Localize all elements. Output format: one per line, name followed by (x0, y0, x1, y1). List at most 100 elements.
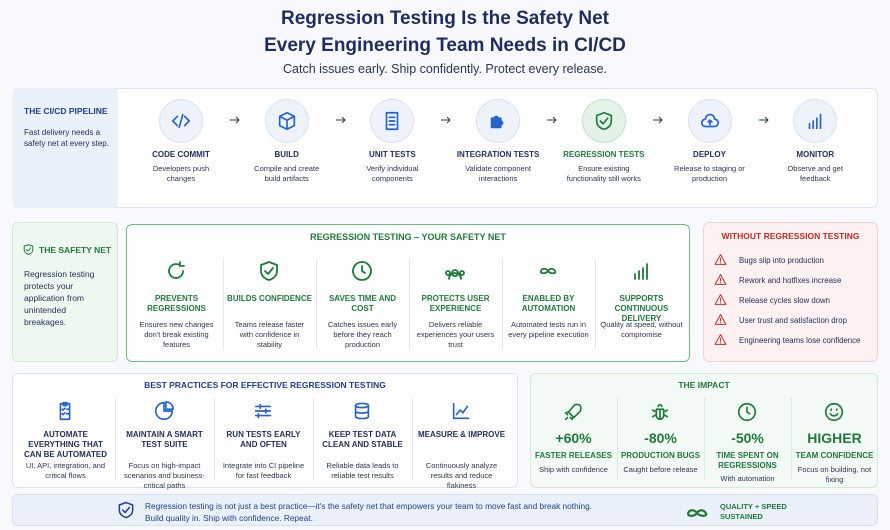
box-title: THE IMPACT (678, 380, 730, 390)
arrow (758, 114, 770, 126)
item-desc: Quality at speed, without compromise (600, 320, 683, 339)
item-desc: Ensures new changes don't break existing… (139, 320, 214, 349)
arrow (335, 114, 347, 126)
icon (164, 259, 188, 283)
divider (412, 398, 413, 480)
item-title: PROTECTS USER EXPERIENCE (421, 294, 490, 313)
title: Regression Testing Is the Safety Net (280, 8, 609, 29)
impact-desc: Ship with confidence (539, 465, 608, 474)
item-desc: Catches issues early before they reach p… (327, 320, 398, 349)
icon (699, 110, 721, 132)
risk-item: Bugs slip into production (739, 256, 824, 265)
box-title: REGRESSION TESTING – YOUR SAFETY NET (310, 232, 506, 242)
item-title: MAINTAIN A SMART TEST SUITE (126, 430, 203, 449)
divider (223, 258, 224, 350)
item-desc: Focus on high-impact scenarios and busin… (124, 461, 205, 490)
risk-item: User trust and satisfaction drop (739, 316, 847, 325)
impact-value: -80% (644, 430, 677, 446)
impact-value: +60% (555, 430, 592, 446)
footer-text: Regression testing is not just a best pr… (145, 501, 593, 511)
impact-label: TIME SPENT ON REGRESSIONS (716, 451, 779, 470)
stage-desc: Release to staging or production (674, 164, 745, 183)
item-title: SAVES TIME AND COST (328, 294, 397, 313)
divider (313, 398, 314, 480)
box-title: WITHOUT REGRESSION TESTING (721, 231, 860, 241)
item-desc: Integrate into CI pipeline for fast feed… (222, 461, 305, 480)
icon (381, 110, 403, 132)
risk-item: Rework and hotfixes increase (739, 276, 842, 285)
item-title: MEASURE & IMPROVE (417, 430, 506, 439)
arrow (229, 114, 241, 126)
stage-desc: Developers push changes (152, 164, 210, 183)
icon (714, 333, 727, 346)
divider (409, 258, 410, 350)
icon (116, 500, 136, 520)
impact-label: FASTER RELEASES (535, 451, 612, 460)
section-desc: Regression testing protects your applica… (24, 269, 95, 327)
section-label: THE CI/CD PIPELINE (24, 106, 108, 116)
impact-value: HIGHER (807, 430, 862, 446)
box-title: BEST PRACTICES FOR EFFECTIVE REGRESSION … (144, 380, 386, 390)
pipeline-panel (12, 88, 878, 208)
icon (714, 273, 727, 286)
divider (704, 398, 705, 480)
icon (22, 243, 35, 256)
divider (115, 398, 116, 480)
icon (823, 401, 845, 423)
stage-name: UNIT TESTS (369, 150, 416, 159)
item-title: KEEP TEST DATA CLEAN AND STABLE (322, 430, 403, 449)
stage-circle (793, 99, 838, 143)
item-desc: Continuously analyze results and reduce … (425, 461, 498, 490)
icon (252, 400, 274, 422)
stage-name: CODE COMMIT (152, 150, 210, 159)
icon (804, 110, 826, 132)
icon (257, 259, 281, 283)
impact-label: TEAM CONFIDENCE (795, 451, 874, 460)
item-title: BUILDS CONFIDENCE (227, 294, 312, 303)
icon (714, 293, 727, 306)
item-title: ENABLED BY AUTOMATION (521, 294, 576, 313)
arrow (440, 114, 452, 126)
safety-box (126, 224, 690, 362)
divider (502, 258, 503, 350)
stage-desc: Ensure existing functionality still work… (566, 164, 641, 183)
subtitle: Catch issues early. Ship confidently. Pr… (283, 62, 607, 76)
icon (153, 400, 175, 422)
icon (450, 400, 472, 422)
stage-circle (581, 99, 626, 143)
icon (736, 401, 758, 423)
stage-desc: Compile and create build artifacts (254, 164, 320, 183)
icon (443, 259, 467, 283)
divider (316, 258, 317, 350)
title: Every Engineering Team Needs in CI/CD (264, 35, 626, 56)
icon (682, 498, 712, 528)
impact-desc: Caught before release (623, 465, 698, 474)
icon (649, 401, 671, 423)
without-box (703, 222, 878, 362)
risk-item: Release cycles slow down (739, 296, 831, 305)
icon (536, 259, 560, 283)
divider (791, 398, 792, 480)
icon (350, 259, 374, 283)
icon (629, 259, 653, 283)
icon (593, 110, 615, 132)
stage-desc: Verify individual components (366, 164, 419, 183)
practices-box (12, 373, 518, 488)
item-title: RUN TESTS EARLY AND OFTEN (226, 430, 301, 449)
arrow (652, 114, 664, 126)
item-desc: Automated tests run in every pipeline ex… (508, 320, 589, 339)
item-title: AUTOMATE EVERYTHING THAT CAN BE AUTOMATE… (24, 430, 107, 459)
arrow (546, 114, 558, 126)
icon (54, 400, 76, 422)
icon (351, 400, 373, 422)
item-desc: Teams release faster with confidence in … (234, 320, 305, 349)
risk-item: Engineering teams lose confidence (739, 336, 861, 345)
item-desc: UI, API, integration, and critical flows (25, 461, 106, 480)
footer-badge: QUALITY + SPEED SUSTAINED (720, 502, 787, 521)
icon (714, 253, 727, 266)
stage-name: BUILD (274, 150, 299, 159)
footer-text: Build quality in. Ship with confidence. … (145, 513, 313, 523)
pipeline-side (12, 88, 118, 208)
section-label: THE SAFETY NET (39, 245, 112, 255)
icon (487, 110, 509, 132)
